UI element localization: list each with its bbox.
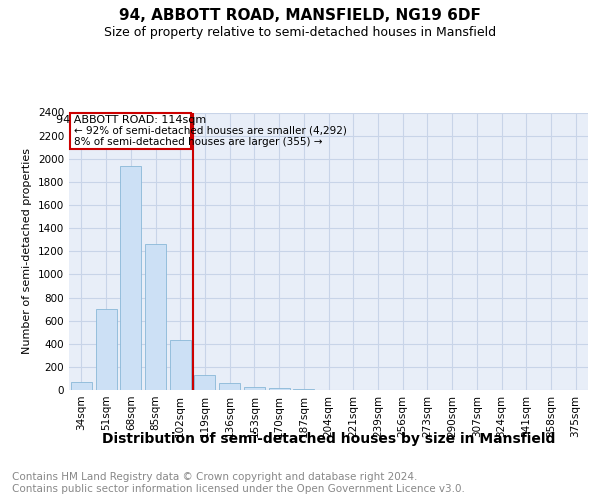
Bar [219, 383, 240, 390]
Bar [170, 340, 191, 390]
Bar [293, 389, 314, 390]
Text: Size of property relative to semi-detached houses in Mansfield: Size of property relative to semi-detach… [104, 26, 496, 39]
Text: 94, ABBOTT ROAD, MANSFIELD, NG19 6DF: 94, ABBOTT ROAD, MANSFIELD, NG19 6DF [119, 8, 481, 22]
Bar [244, 386, 265, 390]
Text: 8% of semi-detached houses are larger (355) →: 8% of semi-detached houses are larger (3… [74, 136, 322, 146]
Bar [120, 166, 141, 390]
Text: 94 ABBOTT ROAD: 114sqm: 94 ABBOTT ROAD: 114sqm [56, 115, 206, 125]
Bar [70, 113, 191, 149]
Text: Contains HM Land Registry data © Crown copyright and database right 2024.
Contai: Contains HM Land Registry data © Crown c… [12, 472, 465, 494]
Y-axis label: Number of semi-detached properties: Number of semi-detached properties [22, 148, 32, 354]
Text: Distribution of semi-detached houses by size in Mansfield: Distribution of semi-detached houses by … [103, 432, 556, 446]
Bar [269, 388, 290, 390]
Text: ← 92% of semi-detached houses are smaller (4,292): ← 92% of semi-detached houses are smalle… [74, 126, 347, 136]
Bar [145, 244, 166, 390]
Bar [95, 309, 116, 390]
Bar [194, 375, 215, 390]
Bar [71, 382, 92, 390]
